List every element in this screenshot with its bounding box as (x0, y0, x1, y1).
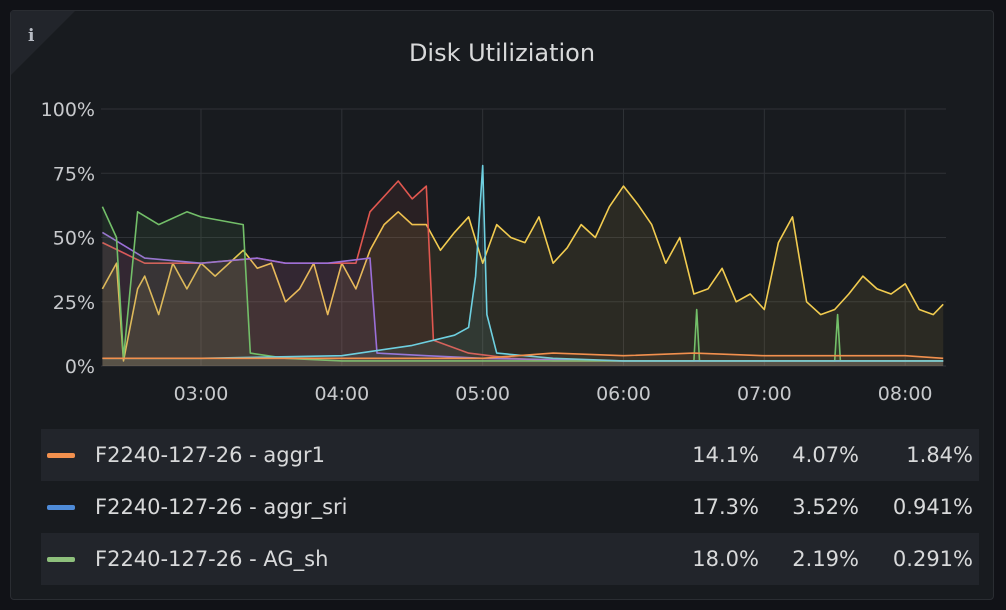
series-area-2 (102, 232, 944, 366)
legend-value-max: 17.3% (692, 495, 759, 519)
x-axis-ticks: 03:00 04:00 05:00 06:00 07:00 08:00 (174, 383, 933, 405)
x-tick-label: 06:00 (596, 383, 651, 405)
chart-series (101, 164, 944, 366)
chart-grid (101, 108, 946, 367)
legend-value-max: 14.1% (692, 443, 759, 467)
panel-title: Disk Utiliziation (408, 39, 596, 67)
y-tick-label: 50% (53, 228, 95, 250)
legend-value-current: 1.84% (906, 443, 973, 467)
legend-value-avg: 3.52% (792, 495, 859, 519)
y-tick-label: 25% (53, 292, 95, 314)
legend-value-avg: 2.19% (792, 547, 859, 571)
legend-swatch (47, 504, 75, 510)
x-tick-label: 05:00 (455, 383, 510, 405)
legend-row-aggr1[interactable]: F2240-127-26 - aggr1 14.1% 4.07% 1.84% (41, 429, 979, 481)
legend-swatch (47, 556, 75, 562)
disk-utilization-chart: 0% 25% 50% 75% 100% 03:00 04:00 05:00 06:00 07:0… (41, 99, 946, 405)
legend-swatch (47, 452, 75, 458)
legend-series-name[interactable]: F2240-127-26 - aggr1 (95, 443, 325, 467)
info-icon[interactable]: i (28, 26, 35, 46)
legend-value-current: 0.291% (892, 547, 973, 571)
legend-value-max: 18.0% (692, 547, 759, 571)
legend-table: F2240-127-26 - aggr1 14.1% 4.07% 1.84% F… (41, 429, 979, 585)
series-line-2 (101, 231, 944, 362)
legend-series-name[interactable]: F2240-127-26 - AG_sh (95, 547, 329, 571)
legend-value-current: 0.941% (892, 495, 973, 519)
series-line-5 (102, 352, 944, 360)
y-tick-label: 0% (65, 356, 95, 378)
legend-row-aggr-sri[interactable]: F2240-127-26 - aggr_sri 17.3% 3.52% 0.94… (41, 481, 979, 533)
series-area-0 (102, 186, 944, 366)
x-tick-label: 08:00 (878, 383, 933, 405)
series-line-4 (102, 164, 944, 362)
x-tick-label: 04:00 (314, 383, 369, 405)
series-area-1 (102, 181, 944, 366)
legend-row-ag-sh[interactable]: F2240-127-26 - AG_sh 18.0% 2.19% 0.291% (41, 533, 979, 585)
x-tick-label: 03:00 (174, 383, 229, 405)
disk-utilization-panel: i Disk Utiliziation 0% 25% 50% 75% 100% 03:0… (10, 10, 994, 600)
panel-info-corner (11, 11, 75, 75)
y-tick-label: 100% (41, 99, 95, 121)
y-tick-label: 75% (53, 163, 95, 185)
legend-value-avg: 4.07% (792, 443, 859, 467)
legend-series-name[interactable]: F2240-127-26 - aggr_sri (95, 495, 348, 519)
x-tick-label: 07:00 (737, 383, 792, 405)
series-area-3 (102, 206, 944, 366)
series-area-5 (102, 353, 944, 366)
y-axis-ticks: 0% 25% 50% 75% 100% (41, 99, 95, 378)
